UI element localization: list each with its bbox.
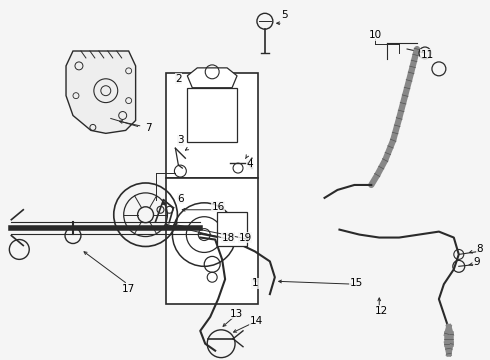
Text: 18: 18 <box>221 233 235 243</box>
Text: 2: 2 <box>175 74 182 84</box>
Text: 1: 1 <box>252 278 258 288</box>
Text: 7: 7 <box>145 123 152 134</box>
Text: 10: 10 <box>368 30 382 40</box>
Text: 5: 5 <box>281 10 288 20</box>
Text: 13: 13 <box>229 309 243 319</box>
Text: 8: 8 <box>476 244 483 255</box>
Text: 15: 15 <box>350 278 363 288</box>
Text: 12: 12 <box>374 306 388 316</box>
Text: 9: 9 <box>473 257 480 267</box>
Text: 4: 4 <box>246 159 253 169</box>
Bar <box>167 178 258 304</box>
Polygon shape <box>66 51 136 133</box>
Polygon shape <box>187 68 237 88</box>
Text: 19: 19 <box>238 233 252 243</box>
Text: 16: 16 <box>212 202 225 212</box>
Text: 3: 3 <box>177 135 184 145</box>
Bar <box>217 212 247 247</box>
Text: 6: 6 <box>177 194 184 204</box>
Text: 14: 14 <box>249 316 263 326</box>
Bar <box>187 88 237 142</box>
Text: 11: 11 <box>420 50 434 60</box>
Text: 17: 17 <box>122 284 135 294</box>
Bar <box>167 73 258 178</box>
